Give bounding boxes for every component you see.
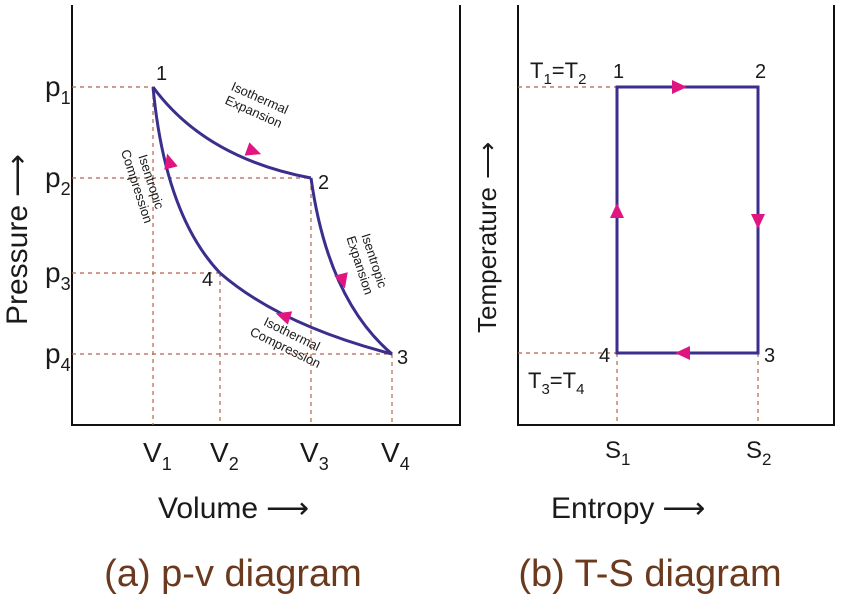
pv-arrow-4-to-1-icon bbox=[164, 153, 178, 170]
pv-diagram: 1 2 3 4 Isothermal Expansion Isentropic … bbox=[1, 5, 461, 595]
pv-arrow-3-to-4-icon bbox=[275, 311, 293, 325]
pv-point-3-label: 3 bbox=[397, 347, 408, 369]
pv-tick-v2: V2 bbox=[210, 437, 239, 474]
ts-tick-s2: S2 bbox=[746, 437, 771, 469]
pv-x-axis-title: Volume ⟶ bbox=[158, 492, 309, 525]
ts-arrow-2-to-3-icon bbox=[751, 214, 765, 229]
pv-y-axis-title: Pressure⟶ bbox=[1, 154, 34, 325]
pv-point-1-label: 1 bbox=[156, 63, 167, 85]
pv-tick-p4: p4 bbox=[45, 338, 71, 375]
pv-isothermal-expansion-curve bbox=[151, 86, 312, 180]
pv-tick-p1: p1 bbox=[45, 71, 71, 108]
pv-tick-v4: V4 bbox=[381, 437, 410, 474]
pv-tick-p3: p3 bbox=[45, 257, 71, 294]
ts-temperature-bottom-label: T3=T4 bbox=[528, 368, 584, 398]
pv-isentropic-expansion-label: Isentropic Expansion bbox=[343, 231, 390, 296]
ts-point-1-label: 1 bbox=[613, 61, 624, 83]
ts-temperature-top-label: T1=T2 bbox=[530, 58, 586, 88]
ts-plot-frame bbox=[517, 5, 835, 426]
pv-tick-v1: V1 bbox=[143, 437, 172, 474]
pv-isentropic-compression-curve bbox=[151, 86, 222, 275]
ts-arrow-4-to-1-icon bbox=[610, 203, 624, 218]
pv-tick-p2: p2 bbox=[45, 162, 71, 199]
pv-tick-v3: V3 bbox=[300, 437, 329, 474]
ts-point-4-label: 4 bbox=[599, 345, 610, 367]
pv-arrow-1-to-2-icon bbox=[244, 142, 262, 156]
pv-isothermal-compression-curve bbox=[219, 271, 393, 356]
pv-caption: (a) p-v diagram bbox=[104, 553, 362, 595]
pv-plot-frame bbox=[71, 5, 461, 426]
pv-point-4-label: 4 bbox=[202, 269, 213, 291]
ts-arrow-1-to-2-icon bbox=[672, 80, 687, 94]
pv-arrow-2-to-3-icon bbox=[334, 272, 348, 289]
pv-isothermal-expansion-label: Isothermal Expansion bbox=[223, 79, 291, 131]
ts-point-2-label: 2 bbox=[755, 61, 766, 83]
ts-x-axis-title: Entropy ⟶ bbox=[551, 492, 705, 525]
ts-cycle-rectangle bbox=[615, 85, 760, 355]
ts-diagram: 1 2 3 4 T1=T2 T3=T4 S1 S2 Temperature⟶ E… bbox=[472, 5, 835, 595]
pv-isentropic-expansion-curve bbox=[309, 177, 393, 356]
ts-tick-s1: S1 bbox=[605, 437, 630, 469]
ts-caption: (b) T-S diagram bbox=[518, 553, 781, 595]
ts-arrow-3-to-4-icon bbox=[675, 346, 690, 360]
pv-point-2-label: 2 bbox=[318, 172, 329, 194]
ts-y-axis-title: Temperature⟶ bbox=[472, 142, 502, 333]
ts-point-3-label: 3 bbox=[764, 345, 775, 367]
